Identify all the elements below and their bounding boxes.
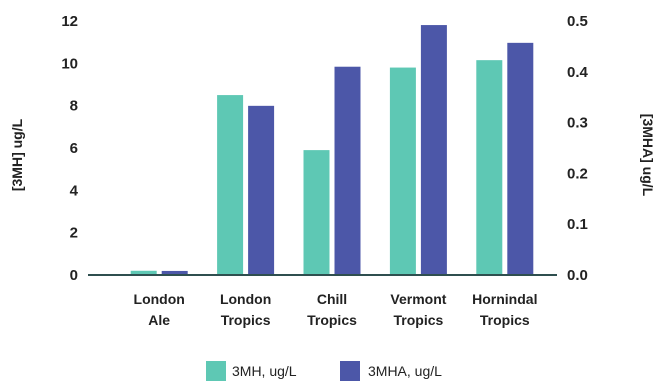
category-label: Hornindal — [472, 291, 537, 307]
left-tick-label: 0 — [70, 267, 78, 284]
bar-3mh-1 — [217, 95, 244, 275]
left-tick-label: 10 — [61, 55, 78, 72]
category-label: London — [134, 291, 185, 307]
left-axis-title: [3MH] ug/L — [9, 118, 25, 191]
bars — [130, 25, 534, 276]
bar-3mha-0 — [161, 270, 188, 275]
legend-swatch-3mh — [206, 361, 226, 381]
bar-3mh-3 — [389, 67, 416, 275]
category-label: Tropics — [307, 312, 357, 328]
legend-label-3mha: 3MHA, ug/L — [368, 363, 442, 379]
category-label: Ale — [148, 312, 170, 328]
left-tick-label: 6 — [70, 140, 78, 157]
right-axis-title: [3MHA] ug/L — [640, 114, 656, 197]
category-label: Chill — [317, 291, 347, 307]
right-tick-label: 0.5 — [567, 13, 588, 30]
bar-3mh-4 — [476, 60, 503, 276]
legend: 3MH, ug/L 3MHA, ug/L — [206, 361, 442, 381]
left-tick-label: 8 — [70, 98, 78, 115]
category-label: London — [220, 291, 271, 307]
category-labels: London Ale London Tropics Chill Tropics Vermon… — [134, 291, 538, 328]
category-label: Vermont — [390, 291, 446, 307]
category-label: Tropics — [394, 312, 444, 328]
left-tick-label: 4 — [70, 182, 79, 199]
bar-3mha-1 — [248, 105, 275, 275]
bar-3mha-2 — [334, 66, 361, 275]
right-tick-label: 0.3 — [567, 115, 588, 132]
bar-3mh-0 — [130, 270, 157, 275]
bar-3mha-4 — [507, 42, 534, 276]
right-tick-label: 0.0 — [567, 267, 588, 284]
category-label: Tropics — [221, 312, 271, 328]
bar-3mha-3 — [420, 25, 447, 276]
right-tick-label: 0.4 — [567, 64, 589, 81]
left-tick-label: 12 — [61, 13, 78, 30]
right-tick-label: 0.2 — [567, 165, 588, 182]
left-tick-label: 2 — [70, 225, 78, 242]
right-tick-label: 0.1 — [567, 216, 588, 233]
legend-label-3mh: 3MH, ug/L — [232, 363, 297, 379]
legend-swatch-3mha — [340, 361, 360, 381]
category-label: Tropics — [480, 312, 530, 328]
bar-3mh-2 — [303, 150, 330, 275]
left-axis-ticks: 0 2 4 6 8 10 12 — [61, 13, 78, 284]
right-axis-ticks: 0.0 0.1 0.2 0.3 0.4 0.5 — [567, 13, 589, 284]
